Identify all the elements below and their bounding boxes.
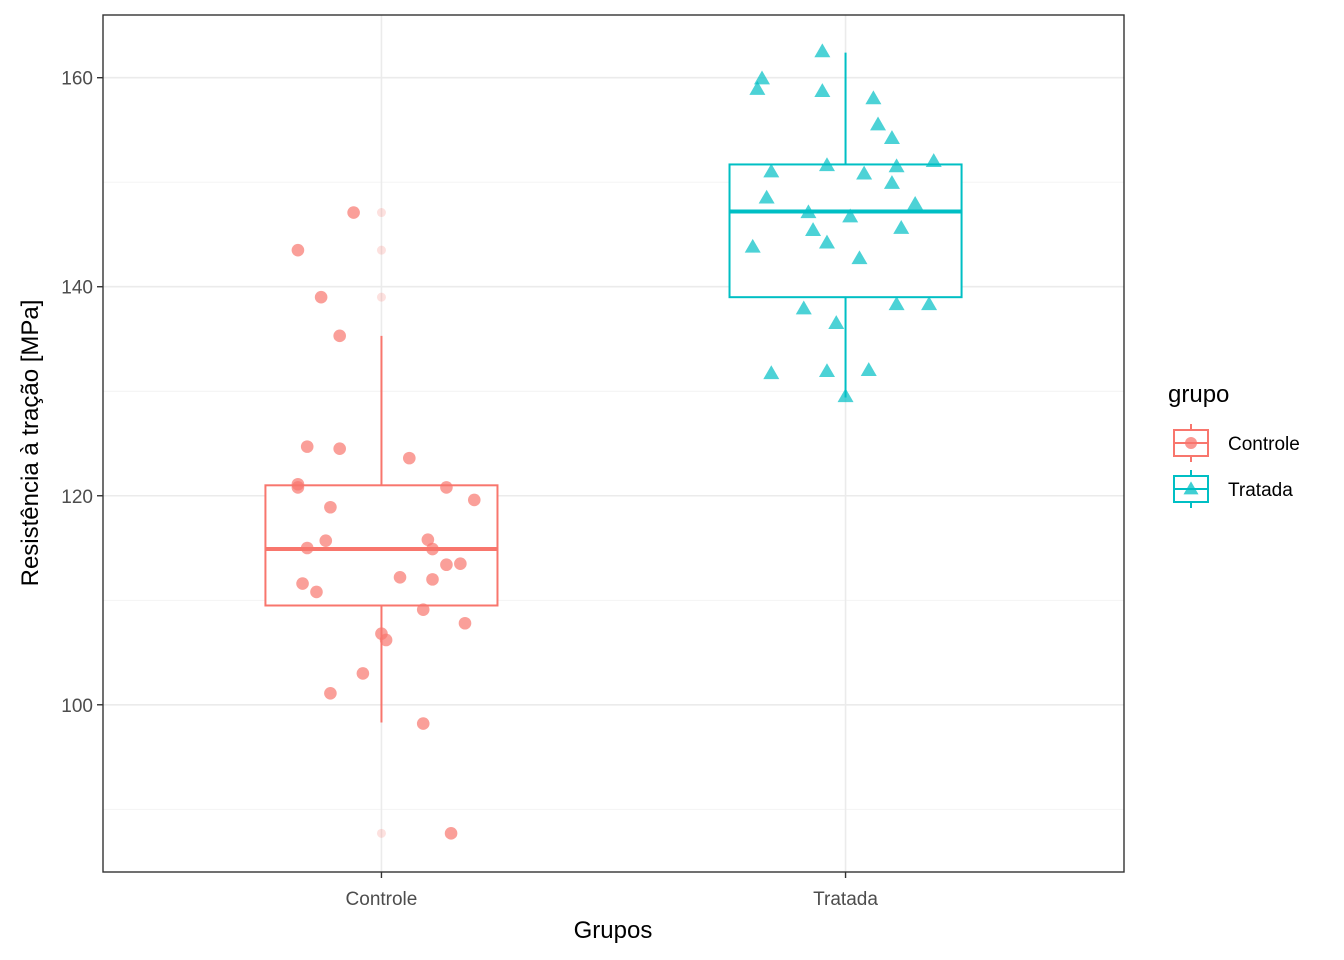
jitter-points: [291, 43, 942, 840]
data-point-triangle: [805, 222, 822, 236]
data-point-circle: [426, 573, 439, 586]
data-point-triangle: [870, 116, 887, 131]
data-point-triangle: [749, 81, 766, 95]
legend-key-tratada: [1173, 470, 1209, 508]
points-controle: [291, 206, 481, 840]
data-point-triangle: [818, 157, 835, 172]
x-tick-label: Tratada: [813, 889, 878, 910]
legend-label: Tratada: [1228, 480, 1293, 501]
data-point-triangle: [828, 315, 845, 329]
data-point-circle: [440, 481, 453, 494]
legend-key-triangle: [1183, 481, 1199, 495]
y-tick-label: 160: [61, 69, 93, 90]
data-point-circle: [356, 667, 370, 680]
points-tratada: [744, 43, 942, 403]
y-axis-title: Resistência à tração [MPa]: [17, 300, 44, 587]
box-tratada: [728, 52, 963, 398]
x-tick-label: Controle: [346, 889, 418, 910]
data-point-circle: [291, 243, 305, 257]
data-point-circle: [300, 440, 314, 453]
data-point-circle: [296, 577, 309, 590]
data-point-circle: [458, 616, 472, 630]
y-tick-label: 100: [61, 696, 93, 717]
data-point-circle: [347, 206, 360, 219]
data-point-triangle: [837, 388, 854, 403]
x-axis-title: Grupos: [574, 917, 653, 944]
data-point-triangle: [865, 90, 882, 105]
data-point-triangle: [888, 158, 905, 173]
data-point-triangle: [925, 153, 942, 167]
box-iqr: [728, 163, 963, 299]
data-point-triangle: [795, 300, 812, 315]
data-point-triangle: [814, 43, 831, 58]
data-point-circle: [314, 290, 328, 304]
data-point-triangle: [907, 195, 924, 210]
legend-label: Controle: [1228, 434, 1300, 455]
data-point-triangle: [860, 362, 877, 377]
data-point-circle: [310, 585, 323, 599]
data-point-circle: [333, 329, 346, 343]
data-point-triangle: [763, 163, 780, 178]
data-point-circle: [393, 570, 407, 584]
data-point-circle: [333, 442, 346, 456]
outlier-point: [376, 292, 386, 302]
data-point-triangle: [754, 70, 771, 85]
outlier-point: [376, 828, 386, 838]
data-point-triangle: [921, 296, 938, 311]
data-point-circle: [324, 686, 337, 700]
data-point-triangle: [818, 363, 835, 378]
data-point-triangle: [851, 250, 868, 265]
y-tick-label: 120: [61, 487, 93, 508]
data-point-circle: [421, 533, 435, 546]
grid-lines: [103, 15, 1124, 872]
legend: grupo Controle Tratada: [1168, 381, 1300, 508]
data-point-triangle: [800, 204, 817, 219]
data-point-circle: [440, 558, 453, 572]
outlier-point: [376, 245, 386, 255]
data-point-triangle: [814, 83, 831, 97]
data-point-circle: [416, 717, 430, 730]
data-point-circle: [403, 451, 416, 465]
data-point-circle: [300, 541, 314, 555]
y-tick-label: 140: [61, 278, 93, 299]
legend-key-controle: [1173, 424, 1209, 462]
data-point-triangle: [744, 238, 761, 253]
data-point-circle: [416, 603, 430, 616]
data-point-triangle: [883, 175, 900, 189]
data-point-circle: [467, 493, 481, 507]
plot-panel: [103, 15, 1124, 872]
legend-title: grupo: [1168, 381, 1229, 408]
data-point-circle: [379, 633, 393, 647]
data-point-triangle: [893, 220, 910, 234]
outlier-point: [376, 208, 386, 218]
data-point-triangle: [842, 208, 859, 223]
data-point-circle: [319, 534, 333, 547]
data-point-circle: [454, 557, 467, 570]
data-point-triangle: [883, 130, 900, 144]
data-point-triangle: [758, 189, 775, 204]
plot-panel-border: [102, 14, 1125, 873]
data-point-triangle: [818, 234, 835, 249]
data-point-circle: [426, 542, 439, 556]
axes: 100 120 140 160 Controle Tratada: [61, 69, 878, 910]
data-point-triangle: [888, 296, 905, 311]
data-point-triangle: [763, 365, 780, 380]
legend-key-circle: [1185, 437, 1197, 449]
data-point-circle: [444, 827, 458, 840]
data-point-circle: [324, 500, 337, 514]
data-point-circle: [291, 481, 305, 494]
data-point-triangle: [856, 165, 873, 180]
